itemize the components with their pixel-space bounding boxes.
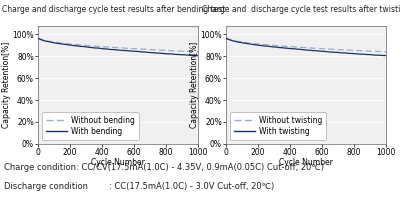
Text: Charge and  discharge cycle test results after twisting test: Charge and discharge cycle test results … <box>202 5 400 14</box>
Legend: Without bending, With bending: Without bending, With bending <box>42 112 138 140</box>
Text: Charge condition: CC/CV(17.5mA(1.0C) - 4.35V, 0.9mA(0.05C) Cut-off, 20℃): Charge condition: CC/CV(17.5mA(1.0C) - 4… <box>4 163 324 172</box>
Y-axis label: Capacity Retention[%]: Capacity Retention[%] <box>2 42 11 128</box>
X-axis label: Cycle Number: Cycle Number <box>91 158 145 167</box>
Text: Charge and discharge cycle test results after bending test: Charge and discharge cycle test results … <box>2 5 226 14</box>
Text: Discharge condition        : CC(17.5mA(1.0C) - 3.0V Cut-off, 20℃): Discharge condition : CC(17.5mA(1.0C) - … <box>4 182 274 191</box>
Y-axis label: Capacity Retention[%]: Capacity Retention[%] <box>190 42 199 128</box>
X-axis label: Cycle Number: Cycle Number <box>279 158 333 167</box>
Legend: Without twisting, With twisting: Without twisting, With twisting <box>230 112 326 140</box>
